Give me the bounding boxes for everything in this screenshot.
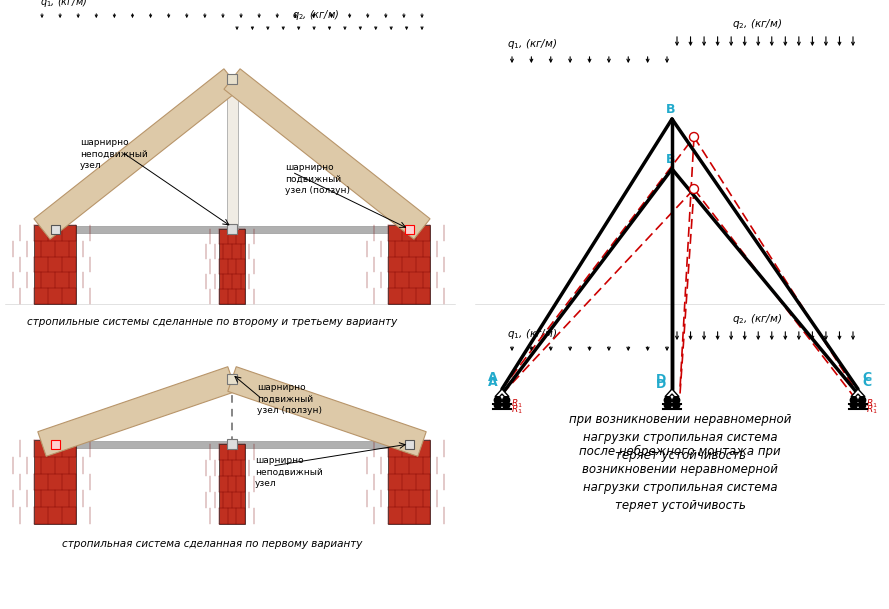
Text: $R_1$: $R_1$ (866, 403, 877, 415)
Polygon shape (495, 389, 509, 396)
Polygon shape (851, 389, 865, 396)
Circle shape (502, 396, 509, 404)
Polygon shape (851, 394, 865, 402)
Text: шарнирно
подвижный
узел (ползун): шарнирно подвижный узел (ползун) (285, 163, 350, 195)
Text: $q_1$, (кг/м): $q_1$, (кг/м) (507, 37, 557, 51)
Text: B: B (666, 153, 676, 166)
Text: после небрежного монтажа при
возникновении неравномерной
нагрузки стропильная си: после небрежного монтажа при возникновен… (580, 445, 781, 512)
Circle shape (690, 185, 699, 194)
Bar (51, 440, 60, 448)
Text: C: C (862, 371, 871, 384)
Text: при возникновении неравномерной
нагрузки стропильная система
теряет устойчивость: при возникновении неравномерной нагрузки… (569, 413, 791, 462)
Circle shape (859, 402, 866, 409)
Bar (34, 440, 76, 524)
Text: $R_1$: $R_1$ (866, 398, 877, 410)
Text: $q_2$, (кг/м): $q_2$, (кг/м) (292, 8, 340, 22)
Polygon shape (38, 367, 236, 456)
Text: шарнирно
неподвижный
узел: шарнирно неподвижный узел (80, 138, 148, 170)
Polygon shape (228, 367, 426, 456)
Polygon shape (495, 394, 509, 402)
Text: A: A (488, 371, 498, 384)
Bar (219, 444, 245, 524)
Polygon shape (34, 69, 240, 239)
Bar (404, 225, 413, 233)
Polygon shape (224, 69, 430, 239)
Circle shape (664, 402, 671, 409)
Bar (227, 79, 237, 229)
Circle shape (664, 396, 671, 404)
Text: C: C (862, 376, 871, 389)
Text: D: D (656, 378, 666, 391)
Bar (227, 224, 237, 234)
Circle shape (850, 396, 857, 404)
Text: стропильные системы сделанные по второму и третьему варианту: стропильные системы сделанные по второму… (27, 317, 397, 327)
Circle shape (673, 402, 680, 409)
Text: $R_1$: $R_1$ (511, 403, 523, 415)
Bar (388, 440, 430, 524)
Circle shape (859, 396, 866, 404)
Bar (227, 374, 237, 384)
Circle shape (850, 402, 857, 409)
Text: D: D (656, 373, 666, 386)
Text: $q_2$, (кг/м): $q_2$, (кг/м) (732, 17, 782, 31)
Bar (51, 225, 60, 233)
Text: $q_2$, (кг/м): $q_2$, (кг/м) (732, 312, 782, 326)
Text: $q_1$, (кг/м): $q_1$, (кг/м) (40, 0, 87, 9)
Circle shape (690, 133, 699, 141)
Text: стропильная система сделанная по первому варианту: стропильная система сделанная по первому… (62, 539, 362, 549)
Text: A: A (488, 376, 498, 389)
Circle shape (502, 402, 509, 409)
Polygon shape (665, 394, 679, 402)
Text: шарнирно
неподвижный
узел: шарнирно неподвижный узел (255, 456, 323, 488)
Bar (70, 440, 394, 448)
Circle shape (494, 396, 501, 404)
Text: шарнирно
подвижный
узел (ползун): шарнирно подвижный узел (ползун) (257, 383, 322, 415)
Bar (219, 229, 245, 304)
Bar (70, 225, 394, 233)
Bar (227, 74, 237, 84)
Bar (34, 225, 76, 304)
Bar (404, 440, 413, 448)
Circle shape (494, 402, 501, 409)
Circle shape (673, 396, 680, 404)
Text: $R_1$: $R_1$ (511, 398, 523, 410)
Text: B: B (666, 103, 676, 116)
Bar (227, 439, 237, 449)
Text: $q_1$, (кг/м): $q_1$, (кг/м) (507, 327, 557, 341)
Bar (388, 225, 430, 304)
Polygon shape (665, 389, 679, 396)
